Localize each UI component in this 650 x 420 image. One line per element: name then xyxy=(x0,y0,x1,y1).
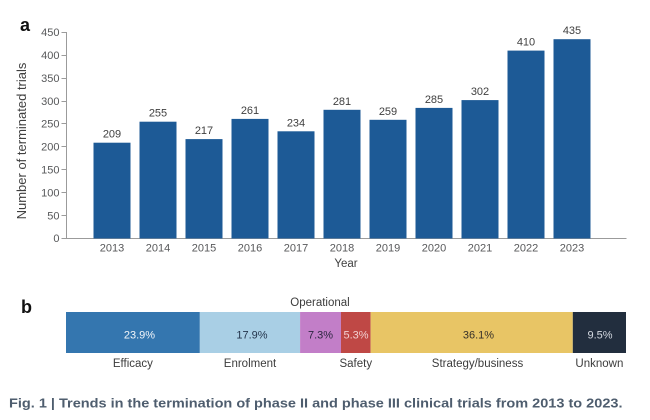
svg-text:234: 234 xyxy=(287,117,305,129)
svg-text:Number of terminated trials: Number of terminated trials xyxy=(14,62,29,219)
svg-text:2017: 2017 xyxy=(284,243,308,255)
svg-text:2021: 2021 xyxy=(468,243,492,255)
svg-text:b: b xyxy=(21,297,32,317)
svg-text:100: 100 xyxy=(41,187,59,199)
svg-text:5.3%: 5.3% xyxy=(343,330,368,342)
svg-text:23.9%: 23.9% xyxy=(124,330,155,342)
svg-text:410: 410 xyxy=(517,37,535,49)
svg-text:Unknown: Unknown xyxy=(575,358,623,370)
svg-text:Enrolment: Enrolment xyxy=(224,358,277,370)
svg-text:Operational: Operational xyxy=(290,297,349,309)
svg-text:217: 217 xyxy=(195,125,213,137)
svg-text:Safety: Safety xyxy=(339,358,372,370)
svg-text:261: 261 xyxy=(241,105,259,117)
svg-text:200: 200 xyxy=(41,142,59,154)
svg-text:2020: 2020 xyxy=(422,243,446,255)
svg-text:17.9%: 17.9% xyxy=(236,330,267,342)
svg-text:259: 259 xyxy=(379,106,397,118)
svg-text:255: 255 xyxy=(149,108,167,120)
svg-text:350: 350 xyxy=(41,73,59,85)
svg-text:Fig. 1 | Trends in the termina: Fig. 1 | Trends in the termination of ph… xyxy=(9,397,623,411)
svg-text:2013: 2013 xyxy=(100,243,124,255)
svg-text:2016: 2016 xyxy=(238,243,262,255)
svg-text:400: 400 xyxy=(41,50,59,62)
svg-text:Strategy/business: Strategy/business xyxy=(432,358,524,370)
svg-text:281: 281 xyxy=(333,96,351,108)
svg-text:250: 250 xyxy=(41,119,59,131)
svg-text:Year: Year xyxy=(334,258,357,270)
svg-text:50: 50 xyxy=(47,210,59,222)
svg-text:209: 209 xyxy=(103,129,121,141)
svg-text:2018: 2018 xyxy=(330,243,354,255)
svg-text:Efficacy: Efficacy xyxy=(113,358,153,370)
svg-text:302: 302 xyxy=(471,86,489,98)
svg-text:435: 435 xyxy=(563,25,581,37)
svg-text:2023: 2023 xyxy=(560,243,584,255)
svg-text:7.3%: 7.3% xyxy=(308,330,333,342)
svg-text:9.5%: 9.5% xyxy=(587,330,612,342)
svg-text:285: 285 xyxy=(425,94,443,106)
svg-text:a: a xyxy=(20,15,31,35)
svg-text:2014: 2014 xyxy=(146,243,170,255)
svg-text:2019: 2019 xyxy=(376,243,400,255)
svg-text:150: 150 xyxy=(41,165,59,177)
svg-text:450: 450 xyxy=(41,27,59,39)
svg-text:2022: 2022 xyxy=(514,243,538,255)
svg-text:0: 0 xyxy=(53,233,59,245)
svg-text:300: 300 xyxy=(41,96,59,108)
svg-text:36.1%: 36.1% xyxy=(463,330,494,342)
svg-text:2015: 2015 xyxy=(192,243,216,255)
